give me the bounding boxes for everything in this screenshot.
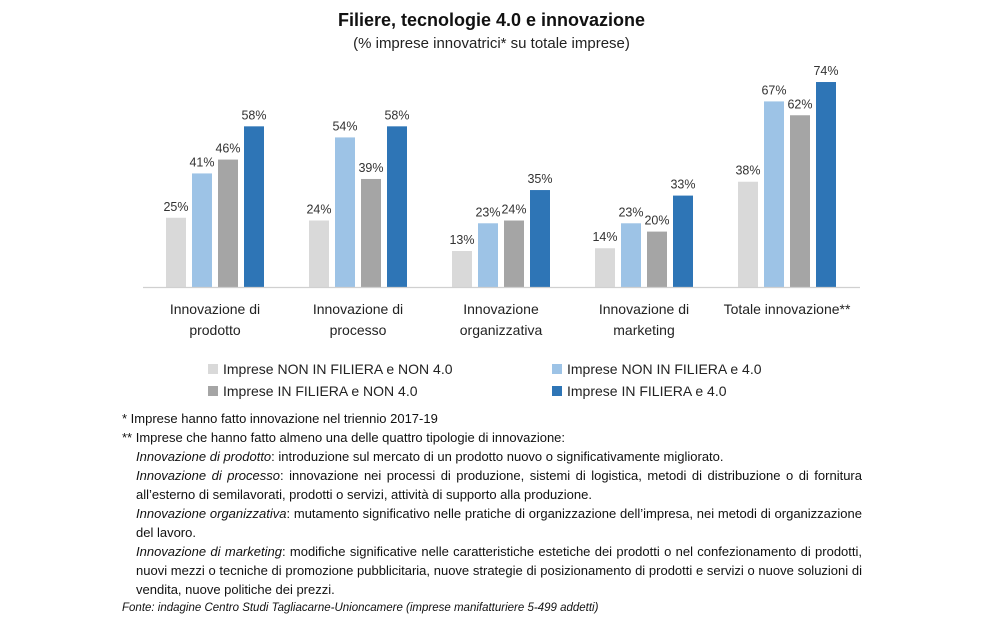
footnote-1: * Imprese hanno fatto innovazione nel tr… [122, 411, 438, 426]
legend-item-3: Imprese IN FILIERA e 4.0 [552, 383, 727, 399]
category-label-3-1: marketing [613, 322, 674, 338]
bar-2-1 [478, 223, 498, 287]
bar-4-3 [816, 82, 836, 288]
bar-3-3 [673, 195, 693, 287]
bar-0-1 [192, 173, 212, 287]
data-label-1-2: 39% [358, 161, 383, 175]
data-label-0-0: 25% [163, 200, 188, 214]
definition-term: Innovazione di processo [136, 468, 280, 483]
data-label-0-1: 41% [189, 155, 214, 169]
data-label-2-1: 23% [475, 205, 500, 219]
chart-subtitle: (% imprese innovatrici* su totale impres… [353, 35, 630, 52]
data-label-3-0: 14% [592, 230, 617, 244]
chart-title: Filiere, tecnologie 4.0 e innovazione [337, 10, 646, 30]
legend-swatch-3 [552, 386, 562, 396]
definition-term: Innovazione di prodotto [136, 449, 272, 464]
category-label-1-0: Innovazione di [313, 301, 403, 317]
data-label-2-3: 35% [527, 172, 552, 186]
bar-2-2 [504, 220, 524, 287]
definition-text: : innovazione nei processi di produzione… [136, 468, 862, 502]
data-label-4-2: 62% [787, 97, 812, 111]
source-note: Fonte: indagine Centro Studi Tagliacarne… [122, 602, 599, 614]
category-label-0-1: prodotto [189, 322, 241, 338]
definition-term: Innovazione di marketing [136, 544, 282, 559]
bar-1-1 [335, 137, 355, 287]
legend-swatch-1 [552, 364, 562, 374]
bar-1-2 [361, 178, 381, 287]
legend-label-1: Imprese NON IN FILIERA e 4.0 [567, 361, 762, 377]
data-label-4-1: 67% [761, 83, 786, 97]
data-label-1-1: 54% [332, 119, 357, 133]
definition-marketing: Innovazione di marketing: modifiche sign… [122, 542, 862, 599]
definition-text: : introduzione sul mercato di un prodott… [271, 449, 724, 464]
data-label-3-3: 33% [670, 178, 695, 192]
bar-1-3 [387, 126, 407, 287]
definition-processo: Innovazione di processo: innovazione nei… [122, 466, 862, 504]
footnotes: * Imprese hanno fatto innovazione nel tr… [122, 409, 862, 618]
data-label-4-0: 38% [735, 164, 760, 178]
bar-4-0 [738, 181, 758, 287]
legend-item-0: Imprese NON IN FILIERA e NON 4.0 [208, 361, 453, 377]
bar-3-1 [621, 223, 641, 287]
definition-organizzativa: Innovazione organizzativa: mutamento sig… [122, 504, 862, 542]
category-label-4-0: Totale innovazione** [724, 301, 851, 317]
bar-2-0 [452, 250, 472, 287]
data-label-3-1: 23% [618, 205, 643, 219]
bar-3-2 [647, 231, 667, 287]
legend-label-0: Imprese NON IN FILIERA e NON 4.0 [223, 361, 453, 377]
data-label-0-2: 46% [215, 142, 240, 156]
category-label-1-1: processo [330, 322, 387, 338]
data-label-2-0: 13% [449, 233, 474, 247]
bar-4-1 [764, 101, 784, 287]
data-label-2-2: 24% [501, 203, 526, 217]
data-label-1-3: 58% [384, 108, 409, 122]
bar-0-2 [218, 159, 238, 287]
bar-1-0 [309, 220, 329, 287]
definition-text: : modifiche significative nelle caratter… [136, 544, 863, 597]
category-label-2-0: Innovazione [463, 301, 539, 317]
footnote-2: ** Imprese che hanno fatto almeno una de… [122, 430, 566, 445]
data-label-3-2: 20% [644, 214, 669, 228]
legend-swatch-2 [208, 386, 218, 396]
definition-term: Innovazione organizzativa [136, 506, 287, 521]
bar-4-2 [790, 115, 810, 287]
data-label-1-0: 24% [306, 203, 331, 217]
legend-label-2: Imprese IN FILIERA e NON 4.0 [223, 383, 418, 399]
legend-label-3: Imprese IN FILIERA e 4.0 [567, 383, 727, 399]
bar-3-0 [595, 248, 615, 287]
category-label-0-0: Innovazione di [170, 301, 260, 317]
bar-0-3 [244, 126, 264, 287]
category-label-3-0: Innovazione di [599, 301, 689, 317]
data-label-0-3: 58% [241, 108, 266, 122]
bar-2-3 [530, 190, 550, 287]
bar-0-0 [166, 217, 186, 287]
legend-swatch-0 [208, 364, 218, 374]
definition-prodotto: Innovazione di prodotto: introduzione su… [122, 447, 862, 466]
legend-item-2: Imprese IN FILIERA e NON 4.0 [208, 383, 418, 399]
definition-text: : mutamento significativo nelle pratiche… [136, 506, 862, 540]
data-label-4-3: 74% [813, 64, 838, 78]
category-label-2-1: organizzativa [460, 322, 543, 338]
legend-item-1: Imprese NON IN FILIERA e 4.0 [552, 361, 762, 377]
